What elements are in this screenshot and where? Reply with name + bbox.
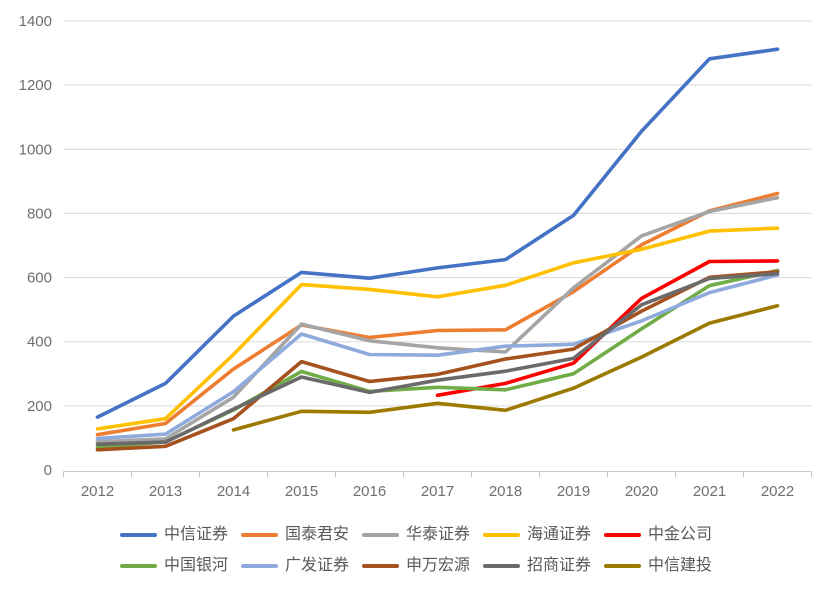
legend-item-4: 中金公司 <box>604 527 712 543</box>
x-axis-label: 2014 <box>217 483 250 500</box>
legend-label: 国泰君安 <box>284 526 349 543</box>
y-axis-label: 1200 <box>19 77 52 94</box>
y-axis-label: 600 <box>27 270 52 287</box>
legend-label: 中信建投 <box>648 557 713 574</box>
series-line-1 <box>95 191 780 437</box>
x-axis-label: 2018 <box>489 483 522 500</box>
legend-swatch-icon <box>361 563 399 569</box>
legend-item-8: 招商证券 <box>483 558 591 574</box>
series-line-7 <box>95 269 780 452</box>
legend-label: 招商证券 <box>527 557 592 574</box>
series-line-8 <box>95 271 780 447</box>
x-axis-label: 2015 <box>285 483 318 500</box>
y-axis-label: 800 <box>27 205 52 222</box>
legend-item-7: 申万宏源 <box>361 557 470 574</box>
series-line-6 <box>95 273 780 441</box>
x-axis-label: 2017 <box>421 483 454 500</box>
y-axis-label: 200 <box>27 398 52 415</box>
legend-item-3: 海通证券 <box>483 527 591 543</box>
x-axis-label: 2012 <box>81 483 114 500</box>
legend-label: 华泰证券 <box>405 526 470 543</box>
legend-swatch-icon <box>361 532 399 538</box>
y-axis-label: 1400 <box>19 13 52 30</box>
series-line-3 <box>95 226 780 431</box>
legend-swatch-icon <box>240 532 278 538</box>
legend-swatch-icon <box>604 563 642 569</box>
series-line-0 <box>95 47 780 419</box>
legend-label: 广发证券 <box>284 557 349 574</box>
legend-label: 中国银河 <box>163 557 228 574</box>
legend-item-6: 广发证券 <box>240 557 349 574</box>
series-line-9 <box>231 303 780 432</box>
y-axis-label: 400 <box>27 334 52 351</box>
plot-svg: 0 200 400 600 800 1000 1200 1400 2012 2013 2014 201… <box>19 13 812 500</box>
x-axis-label: 2022 <box>761 483 794 500</box>
legend-label: 海通证券 <box>527 526 592 543</box>
legend-swatch-icon <box>483 532 520 538</box>
legend-item-1: 国泰君安 <box>240 526 349 543</box>
legend-row-1: 中国银河 广发证券 申万宏源 招商证券 中信建投 <box>119 552 712 580</box>
legend-item-9: 中信建投 <box>604 558 712 574</box>
legend-swatch-icon <box>119 563 157 569</box>
legend-swatch-icon <box>604 532 642 538</box>
y-axis-label: 0 <box>44 462 52 479</box>
legend-row-0: 中信证券 国泰君安 华泰证券 海通证券 中金公司 <box>119 521 712 549</box>
x-axis-label: 2013 <box>149 483 182 500</box>
legend-swatch-icon <box>119 532 157 538</box>
legend-item-2: 华泰证券 <box>361 526 470 543</box>
legend-label: 申万宏源 <box>405 557 470 574</box>
y-axis-label: 1000 <box>19 141 52 158</box>
chart-legend: 中信证券 国泰君安 华泰证券 海通证券 中金公司中国银河 广发证券 申万宏源 招商证券 中信建投 <box>0 521 832 580</box>
legend-swatch-icon <box>240 563 278 569</box>
x-axis-label: 2019 <box>557 483 590 500</box>
legend-label: 中金公司 <box>648 526 713 543</box>
legend-swatch-icon <box>483 563 520 569</box>
legend-item-0: 中信证券 <box>119 526 228 543</box>
x-axis-label: 2021 <box>693 483 726 500</box>
series-line-2 <box>95 195 780 444</box>
x-axis-label: 2020 <box>625 483 658 500</box>
legend-item-5: 中国银河 <box>119 557 228 574</box>
x-axis-label: 2016 <box>353 483 386 500</box>
legend-label: 中信证券 <box>163 526 228 543</box>
